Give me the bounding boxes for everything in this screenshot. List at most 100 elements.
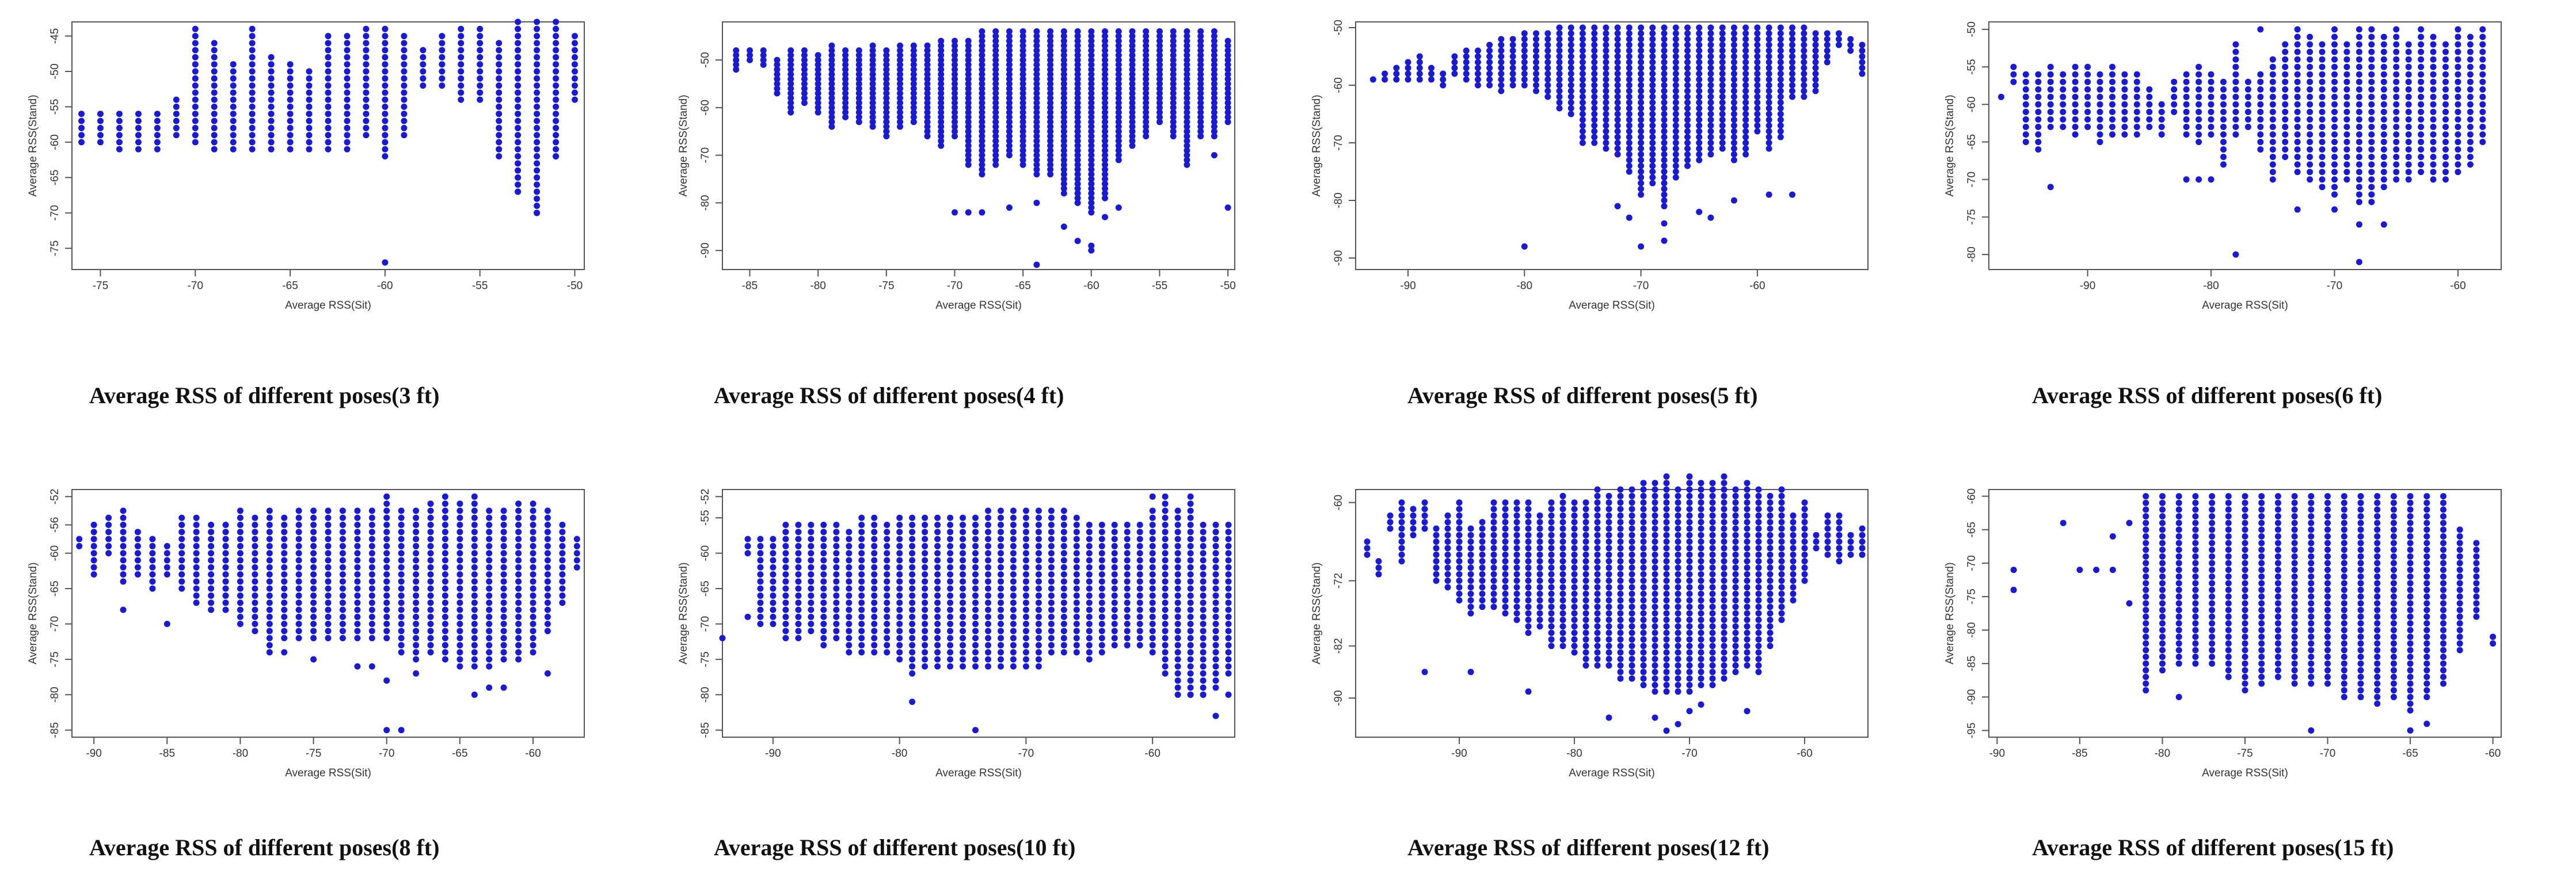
data-point bbox=[2159, 560, 2166, 567]
data-point bbox=[820, 571, 827, 578]
data-point bbox=[1170, 52, 1177, 59]
data-point bbox=[192, 33, 199, 40]
data-point bbox=[1086, 550, 1093, 557]
data-point bbox=[2159, 493, 2166, 500]
data-point bbox=[2143, 526, 2149, 533]
data-point bbox=[1019, 85, 1026, 92]
data-point bbox=[2430, 154, 2437, 160]
data-point bbox=[1755, 564, 1762, 571]
data-point bbox=[1525, 538, 1532, 545]
data-point bbox=[1006, 66, 1013, 73]
data-point bbox=[1111, 550, 1118, 557]
data-point bbox=[1767, 577, 1774, 584]
data-point bbox=[310, 585, 317, 592]
data-point bbox=[344, 146, 351, 153]
data-point bbox=[2430, 108, 2437, 115]
data-point bbox=[2084, 108, 2091, 115]
data-point bbox=[884, 628, 891, 635]
data-point bbox=[833, 521, 840, 528]
data-point bbox=[325, 564, 332, 571]
data-point bbox=[1638, 82, 1645, 89]
data-point bbox=[458, 40, 465, 47]
data-point bbox=[1019, 81, 1026, 87]
data-point bbox=[1225, 663, 1232, 670]
data-point bbox=[855, 47, 862, 54]
data-point bbox=[828, 52, 835, 59]
data-point bbox=[947, 564, 954, 571]
data-point bbox=[952, 100, 958, 107]
data-point bbox=[1197, 85, 1204, 92]
data-point bbox=[237, 557, 243, 564]
data-point bbox=[1410, 512, 1417, 519]
data-point bbox=[1035, 628, 1042, 635]
data-point bbox=[1174, 656, 1181, 663]
data-point bbox=[774, 66, 781, 73]
data-point bbox=[2196, 93, 2202, 100]
data-point bbox=[1661, 174, 1668, 181]
data-point bbox=[1698, 629, 1704, 636]
data-point bbox=[1060, 606, 1067, 613]
data-point bbox=[2232, 48, 2239, 55]
data-point bbox=[471, 529, 478, 536]
data-point bbox=[1212, 521, 1219, 528]
data-point bbox=[1149, 529, 1156, 536]
data-point bbox=[1778, 506, 1785, 513]
data-point bbox=[1649, 134, 1656, 141]
data-point bbox=[2393, 101, 2400, 108]
data-point bbox=[1640, 538, 1647, 545]
data-point bbox=[120, 521, 127, 528]
data-point bbox=[1730, 65, 1737, 71]
data-point bbox=[1525, 616, 1532, 623]
data-point bbox=[1605, 532, 1612, 538]
data-point bbox=[1156, 52, 1163, 59]
data-point bbox=[1490, 525, 1497, 532]
data-point bbox=[2405, 41, 2412, 48]
data-point bbox=[1162, 663, 1169, 670]
scatter-points bbox=[1369, 24, 1866, 250]
scatter-points bbox=[2010, 493, 2497, 734]
data-point bbox=[1638, 139, 1645, 146]
data-point bbox=[192, 54, 199, 60]
data-point bbox=[960, 663, 966, 670]
data-point bbox=[1211, 94, 1217, 101]
data-point bbox=[2143, 634, 2149, 640]
data-point bbox=[846, 592, 853, 599]
data-point bbox=[897, 85, 903, 92]
data-point bbox=[2143, 513, 2149, 519]
data-point bbox=[1801, 76, 1808, 83]
data-point bbox=[897, 94, 903, 101]
data-point bbox=[1536, 604, 1543, 610]
data-point bbox=[1060, 585, 1067, 592]
data-point bbox=[2294, 63, 2301, 70]
data-point bbox=[842, 104, 849, 111]
data-point bbox=[222, 578, 229, 585]
data-point bbox=[496, 139, 503, 146]
data-point bbox=[1490, 558, 1497, 564]
data-point bbox=[2343, 56, 2350, 63]
data-point bbox=[192, 25, 199, 32]
data-point bbox=[1591, 59, 1598, 66]
data-point bbox=[1225, 642, 1232, 648]
data-point bbox=[382, 47, 389, 54]
data-point bbox=[268, 132, 275, 139]
data-point bbox=[1060, 529, 1067, 536]
data-point bbox=[2269, 108, 2276, 115]
data-point bbox=[1156, 28, 1163, 35]
data-point bbox=[1006, 123, 1013, 130]
data-point bbox=[757, 564, 764, 571]
data-point bbox=[2175, 593, 2182, 600]
data-point bbox=[2380, 86, 2387, 93]
data-point bbox=[496, 117, 503, 124]
data-point bbox=[1730, 122, 1737, 129]
data-point bbox=[1498, 36, 1505, 43]
data-point bbox=[1628, 623, 1635, 630]
data-point bbox=[909, 620, 916, 627]
data-point bbox=[1143, 81, 1150, 87]
data-point bbox=[998, 635, 1004, 642]
data-point bbox=[1744, 577, 1751, 584]
data-point bbox=[2209, 586, 2216, 593]
data-point bbox=[938, 52, 945, 59]
data-point bbox=[1197, 52, 1204, 59]
data-point bbox=[1686, 688, 1693, 695]
data-point bbox=[193, 536, 200, 543]
